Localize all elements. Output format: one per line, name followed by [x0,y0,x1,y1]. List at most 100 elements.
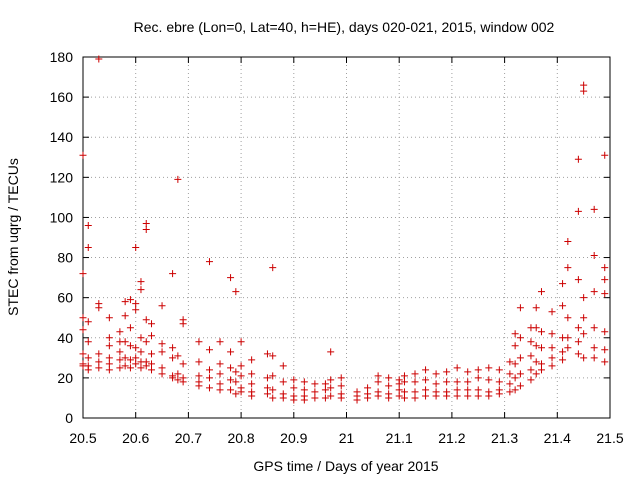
data-point [321,386,329,394]
data-point [263,350,271,358]
data-point [126,296,134,304]
data-point [237,372,245,380]
data-point [422,392,430,400]
data-point [464,368,472,376]
data-point [364,384,372,392]
data-point [385,374,393,382]
data-point [516,382,524,390]
data-point [511,386,519,394]
data-point [227,364,235,372]
data-point [532,370,540,378]
data-point [548,354,556,362]
data-point [474,366,482,374]
data-point [148,350,156,358]
y-tick-label: 180 [50,49,74,65]
data-point [601,276,609,284]
data-point [121,354,129,362]
data-point [532,358,540,366]
data-point [590,344,598,352]
data-point [269,394,277,402]
data-point [137,286,145,294]
data-point [290,376,298,384]
data-point [395,392,403,400]
data-point [590,324,598,332]
data-point [216,386,224,394]
data-point [506,388,514,396]
data-point [506,380,514,388]
data-point [495,390,503,398]
data-point [574,276,582,284]
data-point [237,388,245,396]
data-point [601,290,609,298]
data-point [495,378,503,386]
data-point [279,378,287,386]
data-point [105,342,113,350]
data-point [227,376,235,384]
data-point [548,362,556,370]
data-point [300,386,308,394]
data-point [142,338,150,346]
data-point [564,314,572,322]
data-point [364,394,372,402]
data-point [559,356,567,364]
data-point [537,360,545,368]
data-point [374,372,382,380]
data-point [574,155,582,163]
data-point [574,350,582,358]
x-tick-labels: 20.5 20.6 20.7 20.8 20.9 21 21.1 21.2 21.3 21.4 21… [69,430,623,446]
data-point [337,382,345,390]
data-point [311,388,319,396]
data-point [485,376,493,384]
chart-title: Rec. ebre (Lon=0, Lat=40, h=HE), days 02… [134,19,555,35]
data-point [580,314,588,322]
data-point [580,294,588,302]
data-point [337,394,345,402]
data-point [174,175,182,183]
data-point [580,330,588,338]
data-point [137,334,145,342]
data-point [174,370,182,378]
data-point [527,352,535,360]
data-point [105,334,113,342]
data-point [121,338,129,346]
data-point [79,151,87,159]
data-point [327,384,335,392]
data-point [95,350,103,358]
data-point [105,366,113,374]
data-point [327,376,335,384]
data-point [311,394,319,402]
data-point [321,394,329,402]
data-point [95,364,103,372]
data-point [532,304,540,312]
data-point [400,394,408,402]
x-tick-label: 20.8 [227,430,254,446]
data-point [453,386,461,394]
data-point [174,352,182,360]
data-point [137,364,145,372]
data-point [121,312,129,320]
x-tick-label: 21.2 [438,430,465,446]
data-point [79,350,87,358]
data-point [464,378,472,386]
data-point [142,316,150,324]
data-point [574,324,582,332]
data-point [516,354,524,362]
data-point [559,280,567,288]
y-tick-label: 160 [50,89,74,105]
data-point [580,87,588,95]
data-point [137,348,145,356]
data-point [537,288,545,296]
data-point [353,396,361,404]
data-point [327,392,335,400]
x-tick-label: 21 [339,430,355,446]
data-point [179,360,187,368]
data-point [337,374,345,382]
data-point [537,366,545,374]
x-axis-label: GPS time / Days of year 2015 [253,458,438,474]
data-point [453,364,461,372]
data-point [205,384,213,392]
data-point [269,372,277,380]
x-tick-label: 21.1 [386,430,413,446]
x-tick-label: 21.4 [544,430,571,446]
y-tick-label: 20 [57,370,73,386]
